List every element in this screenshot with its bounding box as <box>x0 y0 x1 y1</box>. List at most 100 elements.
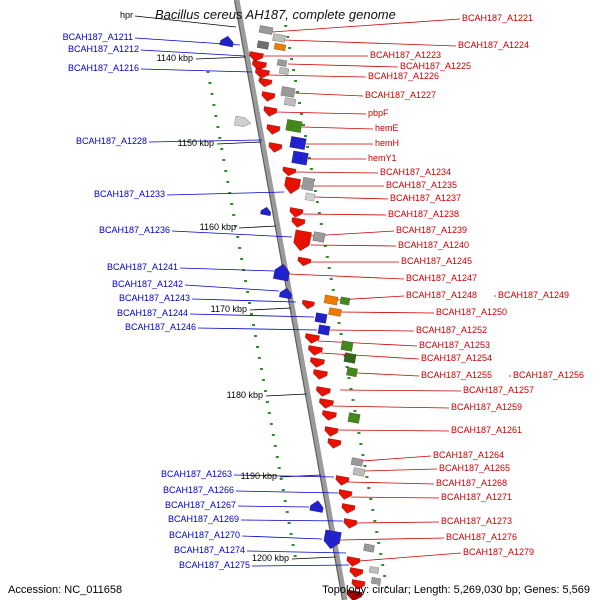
gene-label[interactable]: BCAH187_A1216 <box>67 63 139 73</box>
gene-feature-arrow-down[interactable] <box>335 475 350 486</box>
gene-label[interactable]: BCAH187_A1239 <box>396 225 468 235</box>
gene-label[interactable]: BCAH187_A1263 <box>160 469 232 479</box>
gene-feature-arrow-up[interactable] <box>272 263 291 282</box>
gene-label[interactable]: BCAH187_A1235 <box>386 180 458 190</box>
gene-feature-arrow-down[interactable] <box>283 176 302 195</box>
gene-label[interactable]: BCAH187_A1243 <box>118 293 190 303</box>
gene-feature-box[interactable] <box>301 176 315 192</box>
gene-feature-box[interactable] <box>340 340 354 352</box>
gene-label[interactable]: BCAH187_A1257 <box>463 385 535 395</box>
gene-feature-box[interactable] <box>363 543 375 553</box>
gene-feature-arrow-down[interactable] <box>315 386 331 397</box>
gene-feature-box[interactable] <box>273 42 287 52</box>
gene-label[interactable]: BCAH187_A1274 <box>173 545 245 555</box>
gene-label[interactable]: BCAH187_A1249 <box>498 290 570 300</box>
gene-feature-box[interactable] <box>272 33 286 43</box>
gene-label[interactable]: hemY1 <box>368 153 397 163</box>
gene-feature-arrow-down[interactable] <box>346 556 361 567</box>
gene-feature-arrow-down[interactable] <box>248 51 264 62</box>
gene-feature-arrow-down[interactable] <box>251 60 267 71</box>
gene-feature-box[interactable] <box>346 366 358 378</box>
gene-label[interactable]: BCAH187_A1271 <box>441 492 513 502</box>
gene-label[interactable]: BCAH187_A1245 <box>401 256 473 266</box>
gene-feature-box[interactable] <box>280 86 296 98</box>
gene-feature-arrow-right[interactable] <box>234 115 252 128</box>
gene-feature-arrow-down[interactable] <box>318 398 334 409</box>
gene-feature-box[interactable] <box>276 58 288 68</box>
gene-feature-arrow-down[interactable] <box>341 503 356 514</box>
gene-feature-arrow-down[interactable] <box>266 124 281 135</box>
gene-feature-box[interactable] <box>323 294 339 306</box>
gene-feature-box[interactable] <box>256 40 270 50</box>
gene-label[interactable]: BCAH187_A1265 <box>439 463 511 473</box>
gene-label[interactable]: BCAH187_A1254 <box>421 353 493 363</box>
gene-feature-arrow-up[interactable] <box>278 287 293 300</box>
gene-label[interactable]: BCAH187_A1221 <box>462 13 534 23</box>
gene-label[interactable]: BCAH187_A1211 <box>62 32 133 42</box>
gene-label[interactable]: BCAH187_A1234 <box>380 167 452 177</box>
gene-label[interactable]: BCAH187_A1273 <box>441 516 513 526</box>
gene-label[interactable]: pbpF <box>368 108 389 118</box>
gene-label[interactable]: BCAH187_A1276 <box>446 532 518 542</box>
gene-feature-arrow-down[interactable] <box>351 579 366 590</box>
gene-label[interactable]: BCAH187_A1255 <box>421 370 493 380</box>
gene-feature-arrow-down[interactable] <box>307 345 323 356</box>
gene-feature-arrow-down[interactable] <box>346 589 363 600</box>
gene-label[interactable]: BCAH187_A1269 <box>167 514 239 524</box>
gene-feature-arrow-down[interactable] <box>343 518 358 529</box>
gene-label[interactable]: BCAH187_A1279 <box>463 547 535 557</box>
gene-label[interactable]: BCAH187_A1212 <box>67 44 139 54</box>
gene-label[interactable]: BCAH187_A1256 <box>513 370 585 380</box>
gene-feature-box[interactable] <box>352 467 366 477</box>
gene-label[interactable]: BCAH187_A1268 <box>436 478 508 488</box>
gene-feature-box[interactable] <box>258 25 274 35</box>
gene-label[interactable]: BCAH187_A1261 <box>451 425 523 435</box>
gene-label[interactable]: BCAH187_A1247 <box>406 273 478 283</box>
gene-label[interactable]: BCAH187_A1244 <box>116 308 188 318</box>
gene-label[interactable]: BCAH187_A1253 <box>419 340 491 350</box>
gene-feature-arrow-up[interactable] <box>260 206 272 217</box>
gene-feature-arrow-down[interactable] <box>323 529 342 551</box>
gene-feature-box[interactable] <box>304 192 316 202</box>
gene-label[interactable]: BCAH187_A1224 <box>458 40 530 50</box>
gene-label[interactable]: BCAH187_A1228 <box>75 136 147 146</box>
gene-feature-arrow-down[interactable] <box>263 106 278 117</box>
gene-label[interactable]: BCAH187_A1227 <box>365 90 437 100</box>
gene-feature-arrow-down[interactable] <box>304 333 320 344</box>
gene-label[interactable]: BCAH187_A1275 <box>178 560 250 570</box>
gene-label[interactable]: BCAH187_A1259 <box>451 402 523 412</box>
gene-label[interactable]: BCAH187_A1266 <box>162 485 234 495</box>
gene-feature-box[interactable] <box>289 135 307 151</box>
gene-feature-arrow-down[interactable] <box>292 229 312 253</box>
gene-feature-box[interactable] <box>350 457 364 467</box>
gene-feature-arrow-down[interactable] <box>297 256 312 267</box>
gene-feature-box[interactable] <box>343 352 357 364</box>
gene-feature-arrow-down[interactable] <box>261 91 276 102</box>
gene-label[interactable]: BCAH187_A1226 <box>368 71 440 81</box>
gene-feature-arrow-down[interactable] <box>349 567 364 578</box>
gene-feature-arrow-down[interactable] <box>301 299 315 310</box>
gene-label[interactable]: BCAH187_A1250 <box>436 307 508 317</box>
gene-feature-box[interactable] <box>285 118 303 134</box>
gene-feature-box[interactable] <box>370 576 382 586</box>
gene-feature-box[interactable] <box>317 324 331 336</box>
gene-feature-arrow-down[interactable] <box>324 426 339 437</box>
gene-feature-arrow-down[interactable] <box>282 166 297 177</box>
gene-label[interactable]: BCAH187_A1238 <box>388 209 460 219</box>
gene-label[interactable]: BCAH187_A1240 <box>398 240 470 250</box>
gene-label[interactable]: BCAH187_A1236 <box>98 225 170 235</box>
gene-label[interactable]: BCAH187_A1270 <box>168 530 240 540</box>
gene-label[interactable]: BCAH187_A1225 <box>400 61 472 71</box>
gene-label[interactable]: BCAH187_A1241 <box>106 262 178 272</box>
gene-feature-box[interactable] <box>291 150 309 166</box>
gene-feature-arrow-down[interactable] <box>309 357 325 368</box>
gene-feature-arrow-down[interactable] <box>258 77 273 88</box>
gene-label[interactable]: BCAH187_A1264 <box>433 450 505 460</box>
gene-feature-box[interactable] <box>347 412 361 424</box>
gene-label[interactable]: BCAH187_A1223 <box>370 50 442 60</box>
gene-feature-arrow-up[interactable] <box>219 35 235 48</box>
gene-feature-arrow-down[interactable] <box>291 217 306 228</box>
gene-feature-box[interactable] <box>312 231 326 243</box>
gene-feature-box[interactable] <box>339 296 351 306</box>
gene-feature-box[interactable] <box>328 307 342 317</box>
